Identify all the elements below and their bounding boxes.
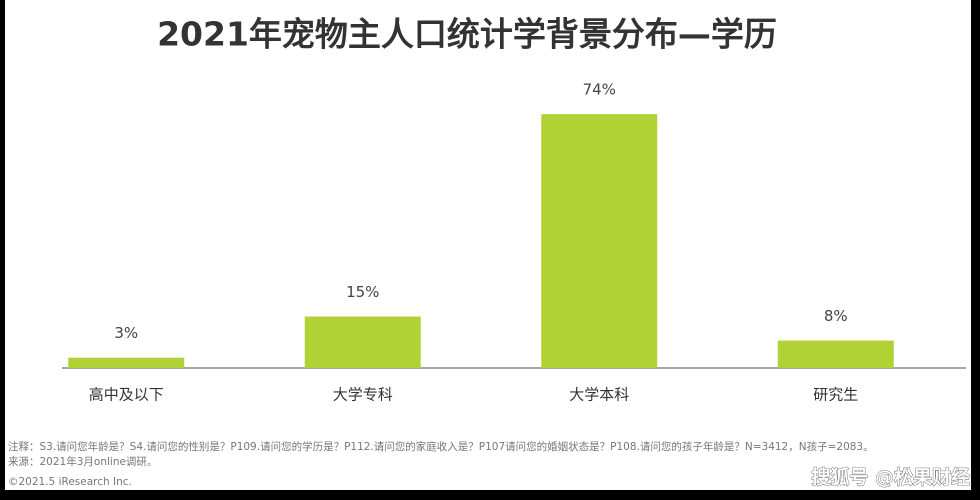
note: 注释：S3.请问您年龄是？S4.请问您的性别是？P109.请问您的学历是？P11… [8,440,874,453]
bar [304,316,421,368]
value-label: 74% [583,81,616,99]
x-tick-label: 大学本科 [569,386,629,404]
value-label: 8% [824,307,848,325]
x-tick-label: 大学专科 [333,386,393,404]
x-tick-label: 高中及以下 [89,386,164,404]
copyright: ©2021.5 iResearch Inc. [8,476,132,488]
bar [68,357,185,368]
x-tick-label: 研究生 [813,386,858,404]
source: 来源：2021年3月online调研。 [8,455,157,468]
bar [777,340,894,368]
watermark: 搜狐号 @松果财经 [811,466,970,489]
chart-title: 2021年宠物主人口统计学背景分布—学历 [157,15,777,54]
value-label: 15% [346,283,379,301]
value-label: 3% [114,324,138,342]
panel [5,0,971,490]
bar [541,114,658,369]
